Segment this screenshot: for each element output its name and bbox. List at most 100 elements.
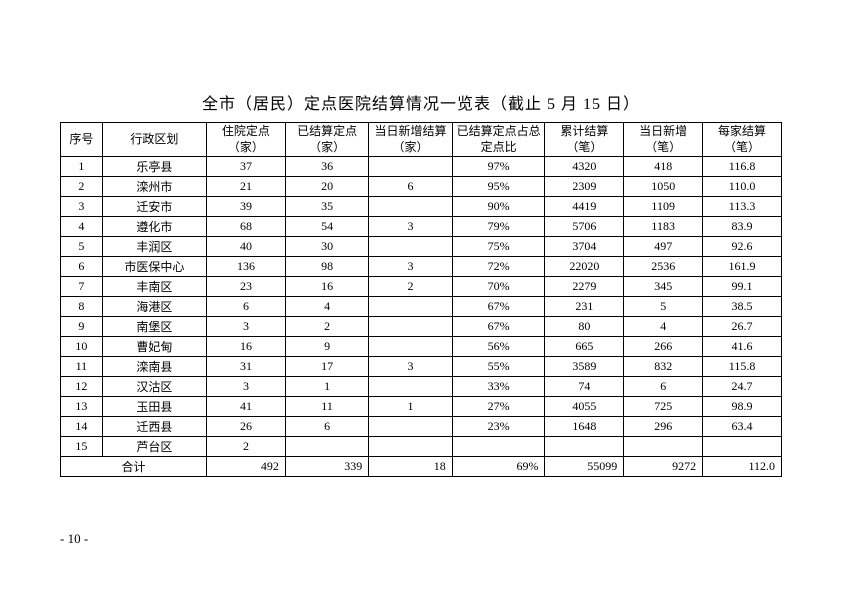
cell-f: 1109	[624, 197, 703, 217]
table-row: 4遵化市6854379%5706118383.9	[61, 217, 782, 237]
cell-e: 4055	[545, 397, 624, 417]
cell-d: 67%	[452, 297, 545, 317]
cell-total-b: 339	[285, 457, 368, 477]
cell-seq: 12	[61, 377, 103, 397]
cell-f: 266	[624, 337, 703, 357]
cell-a: 21	[207, 177, 286, 197]
cell-g: 110.0	[703, 177, 782, 197]
cell-a: 3	[207, 317, 286, 337]
cell-d: 33%	[452, 377, 545, 397]
cell-f: 296	[624, 417, 703, 437]
cell-e: 5706	[545, 217, 624, 237]
table-row: 13玉田县4111127%405572598.9	[61, 397, 782, 417]
cell-total-g: 112.0	[703, 457, 782, 477]
cell-a: 68	[207, 217, 286, 237]
cell-f: 6	[624, 377, 703, 397]
cell-region: 滦州市	[102, 177, 206, 197]
cell-a: 41	[207, 397, 286, 417]
cell-g: 161.9	[703, 257, 782, 277]
cell-g: 26.7	[703, 317, 782, 337]
cell-region: 玉田县	[102, 397, 206, 417]
cell-region: 市医保中心	[102, 257, 206, 277]
cell-c: 2	[369, 277, 452, 297]
cell-region: 海港区	[102, 297, 206, 317]
settlement-table: 序号 行政区划 住院定点（家） 已结算定点（家） 当日新增结算（家） 已结算定点…	[60, 122, 782, 477]
table-row: 15芦台区2	[61, 437, 782, 457]
table-row: 10曹妃甸16956%66526641.6	[61, 337, 782, 357]
cell-seq: 10	[61, 337, 103, 357]
table-row: 2滦州市2120695%23091050110.0	[61, 177, 782, 197]
cell-total-c: 18	[369, 457, 452, 477]
cell-c	[369, 417, 452, 437]
cell-f: 725	[624, 397, 703, 417]
table-row: 6市医保中心13698372%220202536161.9	[61, 257, 782, 277]
cell-d: 67%	[452, 317, 545, 337]
cell-seq: 15	[61, 437, 103, 457]
cell-b: 98	[285, 257, 368, 277]
cell-f: 418	[624, 157, 703, 177]
cell-total-a: 492	[207, 457, 286, 477]
cell-f: 832	[624, 357, 703, 377]
cell-b: 17	[285, 357, 368, 377]
cell-region: 南堡区	[102, 317, 206, 337]
cell-a: 23	[207, 277, 286, 297]
table-row: 11滦南县3117355%3589832115.8	[61, 357, 782, 377]
cell-d: 56%	[452, 337, 545, 357]
cell-c	[369, 377, 452, 397]
cell-c	[369, 157, 452, 177]
cell-g: 92.6	[703, 237, 782, 257]
cell-g: 116.8	[703, 157, 782, 177]
header-col-e: 累计结算（笔）	[545, 123, 624, 157]
cell-b: 54	[285, 217, 368, 237]
cell-seq: 4	[61, 217, 103, 237]
cell-c	[369, 317, 452, 337]
cell-seq: 6	[61, 257, 103, 277]
cell-g: 38.5	[703, 297, 782, 317]
cell-b: 16	[285, 277, 368, 297]
cell-seq: 9	[61, 317, 103, 337]
header-col-b: 已结算定点（家）	[285, 123, 368, 157]
cell-seq: 13	[61, 397, 103, 417]
cell-e: 3704	[545, 237, 624, 257]
cell-b: 2	[285, 317, 368, 337]
cell-b: 35	[285, 197, 368, 217]
cell-a: 31	[207, 357, 286, 377]
cell-a: 39	[207, 197, 286, 217]
cell-c	[369, 237, 452, 257]
cell-f	[624, 437, 703, 457]
cell-b: 4	[285, 297, 368, 317]
table-header-row: 序号 行政区划 住院定点（家） 已结算定点（家） 当日新增结算（家） 已结算定点…	[61, 123, 782, 157]
cell-a: 37	[207, 157, 286, 177]
cell-e: 231	[545, 297, 624, 317]
page-title: 全市（居民）定点医院结算情况一览表（截止 5 月 15 日）	[60, 90, 782, 114]
cell-region: 迁西县	[102, 417, 206, 437]
cell-b	[285, 437, 368, 457]
cell-d: 97%	[452, 157, 545, 177]
cell-g: 83.9	[703, 217, 782, 237]
cell-d: 90%	[452, 197, 545, 217]
table-row: 14迁西县26623%164829663.4	[61, 417, 782, 437]
cell-g	[703, 437, 782, 457]
cell-e: 4419	[545, 197, 624, 217]
cell-c	[369, 437, 452, 457]
cell-g: 24.7	[703, 377, 782, 397]
cell-e: 4320	[545, 157, 624, 177]
cell-b: 36	[285, 157, 368, 177]
cell-seq: 14	[61, 417, 103, 437]
cell-b: 6	[285, 417, 368, 437]
cell-region: 芦台区	[102, 437, 206, 457]
header-col-g: 每家结算（笔）	[703, 123, 782, 157]
cell-total-label: 合计	[61, 457, 207, 477]
cell-b: 30	[285, 237, 368, 257]
cell-e	[545, 437, 624, 457]
cell-f: 345	[624, 277, 703, 297]
table-row: 1乐亭县373697%4320418116.8	[61, 157, 782, 177]
cell-total-e: 55099	[545, 457, 624, 477]
cell-a: 40	[207, 237, 286, 257]
cell-d: 72%	[452, 257, 545, 277]
cell-region: 汉沽区	[102, 377, 206, 397]
cell-e: 3589	[545, 357, 624, 377]
cell-region: 遵化市	[102, 217, 206, 237]
cell-e: 1648	[545, 417, 624, 437]
cell-total-d: 69%	[452, 457, 545, 477]
